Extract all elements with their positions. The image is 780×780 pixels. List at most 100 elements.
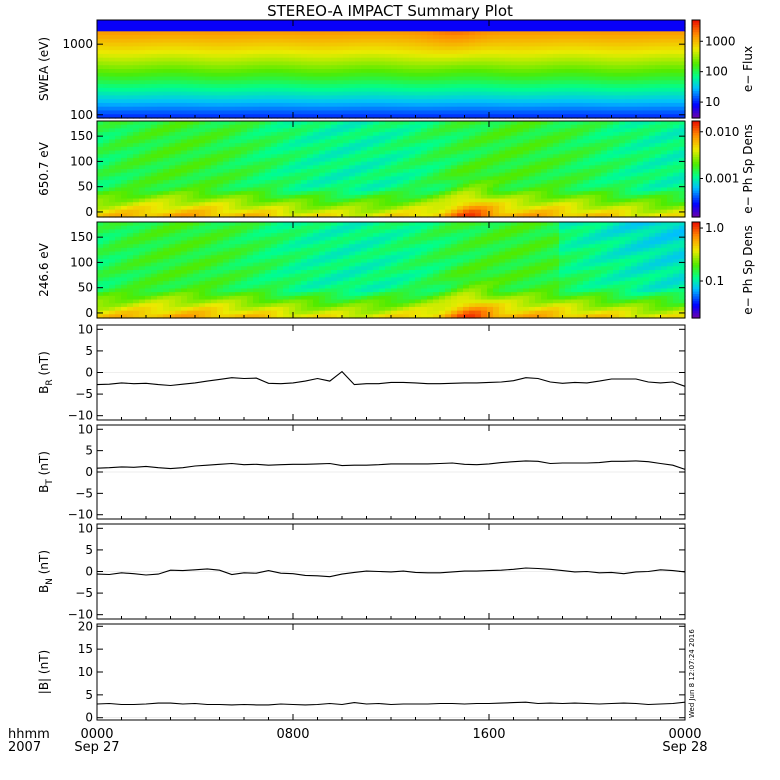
heatmap-cell: [301, 209, 308, 214]
heatmap-cell: [379, 128, 386, 133]
heatmap-cell: [313, 110, 320, 115]
heatmap-cell: [379, 194, 386, 200]
heatmap-cell: [679, 38, 686, 44]
heatmap-cell: [409, 84, 416, 89]
heatmap-cell: [643, 31, 650, 36]
heatmap-cell: [445, 124, 452, 129]
heatmap-cell: [445, 99, 452, 104]
heatmap-cell: [283, 87, 290, 93]
heatmap-cell: [403, 91, 410, 96]
heatmap-cell: [271, 209, 278, 214]
heatmap-cell: [289, 102, 296, 108]
heatmap-cell: [391, 95, 398, 100]
heatmap-cell: [601, 91, 608, 96]
heatmap-cell: [589, 191, 596, 196]
heatmap-cell: [139, 146, 146, 152]
heatmap-cell: [343, 146, 350, 152]
heatmap-cell: [625, 102, 632, 108]
heatmap-cell: [205, 27, 212, 32]
heatmap-cell: [205, 80, 212, 85]
heatmap-cell: [337, 132, 344, 137]
heatmap-cell: [403, 20, 410, 25]
heatmap-cell: [415, 91, 422, 96]
heatmap-cell: [505, 23, 512, 29]
heatmap-cell: [181, 31, 188, 36]
heatmap-cell: [493, 106, 500, 112]
heatmap-cell: [613, 198, 620, 203]
heatmap-cell: [385, 183, 392, 189]
heatmap-cell: [409, 169, 416, 174]
heatmap-cell: [433, 53, 440, 59]
heatmap-cell: [277, 157, 284, 163]
heatmap-cell: [421, 57, 428, 63]
heatmap-cell: [265, 46, 272, 51]
heatmap-cell: [367, 191, 374, 196]
heatmap-cell: [343, 124, 350, 129]
heatmap-cell: [343, 38, 350, 44]
heatmap-cell: [631, 114, 638, 119]
heatmap-cell: [505, 69, 512, 74]
heatmap-cell: [337, 69, 344, 74]
heatmap-cell: [535, 209, 542, 214]
heatmap-cell: [307, 35, 314, 40]
heatmap-cell: [577, 187, 584, 192]
heatmap-cell: [427, 72, 434, 78]
heatmap-cell: [283, 146, 290, 152]
heatmap-cell: [349, 187, 356, 192]
heatmap-cell: [361, 114, 368, 119]
heatmap-cell: [301, 213, 308, 218]
heatmap-cell: [229, 35, 236, 40]
heatmap-cell: [505, 213, 512, 218]
heatmap-cell: [277, 139, 284, 144]
heatmap-cell: [535, 61, 542, 66]
heatmap-cell: [535, 38, 542, 44]
heatmap-cell: [565, 27, 572, 32]
heatmap-cell: [361, 57, 368, 63]
heatmap-cell: [103, 99, 110, 104]
heatmap-cell: [283, 198, 290, 203]
heatmap-cell: [157, 69, 164, 74]
heatmap-cell: [367, 84, 374, 89]
heatmap-cell: [439, 95, 446, 100]
heatmap-cell: [367, 187, 374, 192]
heatmap-cell: [361, 157, 368, 163]
heatmap-cell: [337, 209, 344, 214]
heatmap-cell: [631, 38, 638, 44]
heatmap-cell: [535, 187, 542, 192]
heatmap-cell: [361, 20, 368, 25]
heatmap-cell: [637, 42, 644, 47]
heatmap-cell: [541, 69, 548, 74]
heatmap-cell: [133, 187, 140, 192]
heatmap-cell: [523, 69, 530, 74]
heatmap-cell: [607, 172, 614, 177]
heatmap-cell: [229, 38, 236, 44]
heatmap-cell: [145, 102, 152, 108]
heatmap-cell: [205, 124, 212, 129]
heatmap-cell: [271, 76, 278, 81]
heatmap-cell: [127, 46, 134, 51]
heatmap-cell: [547, 150, 554, 155]
heatmap-cell: [631, 198, 638, 203]
heatmap-cell: [301, 172, 308, 177]
heatmap-cell: [415, 46, 422, 51]
heatmap-cell: [343, 95, 350, 100]
heatmap-cell: [565, 183, 572, 189]
heatmap-cell: [655, 76, 662, 81]
heatmap-cell: [409, 209, 416, 214]
heatmap-cell: [397, 53, 404, 59]
heatmap-cell: [403, 176, 410, 181]
heatmap-cell: [145, 42, 152, 47]
heatmap-cell: [445, 95, 452, 100]
heatmap-cell: [211, 35, 218, 40]
heatmap-cell: [193, 157, 200, 163]
heatmap-cell: [319, 213, 326, 218]
heatmap-cell: [559, 194, 566, 200]
heatmap-cell: [175, 106, 182, 112]
heatmap-cell: [679, 76, 686, 81]
heatmap-cell: [583, 169, 590, 174]
heatmap-cell: [391, 191, 398, 196]
heatmap-cell: [601, 191, 608, 196]
heatmap-cell: [523, 209, 530, 214]
heatmap-cell: [97, 50, 104, 55]
heatmap-cell: [589, 20, 596, 25]
